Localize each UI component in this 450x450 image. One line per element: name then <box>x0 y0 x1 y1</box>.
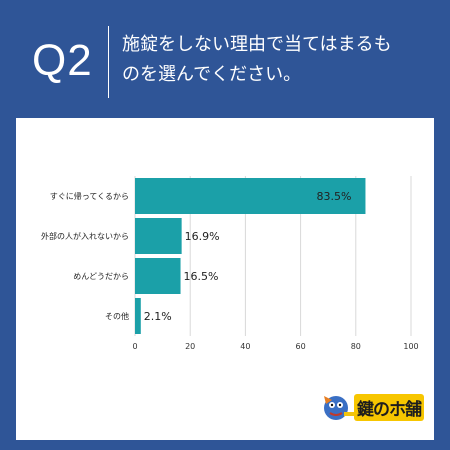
mascot-icon <box>324 396 354 420</box>
chart-panel: すぐに帰ってくるから 83.5% 外部の人が入れないから 16.9% めんどうだから 16… <box>16 118 434 440</box>
question-text: 施錠をしない理由で当てはまるも のを選んでください。 <box>122 30 440 90</box>
category-label: その他 <box>105 311 129 321</box>
question-number: Q2 <box>32 36 93 85</box>
x-tick-label: 0 <box>132 342 137 351</box>
question-line-2: のを選んでください。 <box>122 64 302 85</box>
value-label: 2.1% <box>144 310 172 323</box>
category-label: 外部の人が入れないから <box>41 231 129 241</box>
value-label: 83.5% <box>317 190 352 203</box>
header-divider <box>108 26 109 98</box>
value-label: 16.5% <box>184 270 219 283</box>
x-tick-label: 60 <box>296 342 306 351</box>
bar-chart: すぐに帰ってくるから 83.5% 外部の人が入れないから 16.9% めんどうだから 16… <box>41 176 419 351</box>
header: Q2 施錠をしない理由で当てはまるも のを選んでください。 <box>0 0 450 118</box>
x-tick-label: 100 <box>403 342 418 351</box>
bar <box>135 218 182 254</box>
x-axis-ticks: 0 20 40 60 80 100 <box>132 342 418 351</box>
bar <box>135 258 181 294</box>
bar <box>135 298 141 334</box>
brand-logo: 鍵のホ舗 <box>318 390 430 424</box>
category-label: めんどうだから <box>73 272 129 281</box>
bar <box>135 178 366 214</box>
category-labels: すぐに帰ってくるから 83.5% 外部の人が入れないから 16.9% めんどうだから 16… <box>41 190 351 323</box>
x-tick-label: 40 <box>240 342 250 351</box>
x-tick-label: 80 <box>351 342 361 351</box>
x-tick-label: 20 <box>185 342 195 351</box>
category-label: すぐに帰ってくるから <box>50 191 129 201</box>
question-line-1: 施錠をしない理由で当てはまるも <box>122 34 392 55</box>
logo-text: 鍵のホ舗 <box>354 394 424 421</box>
value-label: 16.9% <box>185 230 220 243</box>
bars <box>135 178 366 334</box>
